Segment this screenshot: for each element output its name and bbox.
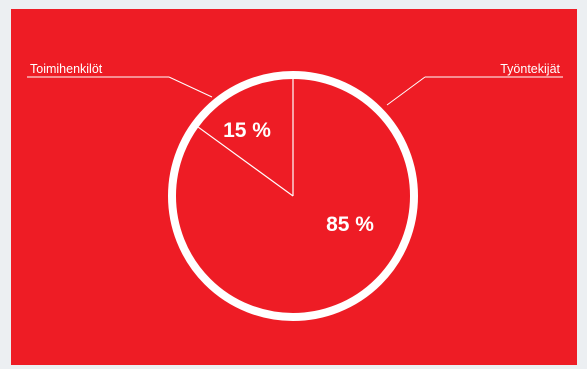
pie-chart: Toimihenkilöt Työntekijät 15 % 85 % [27, 62, 563, 321]
slice-value-tyontekijat: 85 % [326, 213, 374, 236]
slice-label-toimihenkilot: Toimihenkilöt [30, 62, 103, 76]
slice-divider-2 [197, 126, 294, 197]
chart-panel: Toimihenkilöt Työntekijät 15 % 85 % [11, 9, 577, 365]
slice-label-tyontekijat: Työntekijät [500, 62, 560, 76]
callout-leader-toimihenkilot [168, 76, 213, 98]
slice-value-toimihenkilot: 15 % [223, 119, 271, 142]
callout-leader-tyontekijat [386, 76, 426, 106]
slice-dividers [197, 79, 294, 197]
